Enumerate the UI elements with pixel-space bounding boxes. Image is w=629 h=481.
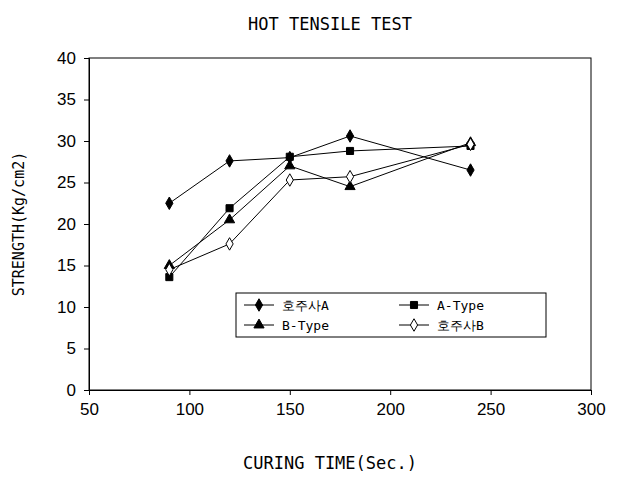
series-line [169, 144, 470, 269]
x-tick-mark [491, 390, 492, 395]
y-tick-mark [84, 141, 89, 142]
y-tick: 25 [57, 173, 89, 192]
y-tick-mark [84, 349, 89, 350]
series-point [346, 130, 353, 142]
series-point [346, 170, 353, 182]
series-point [226, 205, 233, 212]
series-point [286, 174, 293, 186]
x-tick: 250 [477, 390, 505, 419]
legend-marker [255, 299, 262, 311]
series-line [169, 146, 470, 277]
series-point [285, 160, 295, 169]
x-tick-mark [390, 390, 391, 395]
x-tick-label: 100 [176, 400, 204, 419]
y-tick-label: 5 [67, 339, 76, 358]
series-point [224, 214, 234, 223]
y-tick-label: 10 [57, 298, 76, 317]
y-tick-label: 40 [57, 49, 76, 68]
x-tick-label: 300 [577, 400, 605, 419]
legend-label: 호주사B [437, 318, 484, 333]
x-tick-label: 200 [377, 400, 405, 419]
y-tick-mark [84, 266, 89, 267]
plot: 50 100 150 200 250 300 0 5 10 15 20 25 30 35 40 호주사A A-T… [57, 49, 606, 419]
x-axis: 50 100 150 200 250 300 [80, 390, 606, 419]
series-point [467, 138, 474, 150]
y-tick-label: 15 [57, 256, 76, 275]
legend-marker [254, 319, 264, 328]
y-axis-title: STRENGTH(Kg/cm2) [10, 152, 28, 297]
y-tick-label: 30 [57, 132, 76, 151]
x-tick: 200 [377, 390, 405, 419]
y-tick-mark [84, 58, 89, 59]
y-axis-line [84, 59, 90, 391]
legend-label: B-Type [282, 318, 329, 333]
legend-marker [410, 301, 417, 308]
y-tick-mark [84, 390, 89, 391]
x-axis-title: CURING TIME(Sec.) [243, 453, 417, 473]
y-tick: 5 [67, 339, 89, 358]
plot-frame [89, 58, 591, 390]
y-tick-mark [84, 224, 89, 225]
y-tick-label: 20 [57, 215, 76, 234]
series-point [347, 147, 354, 154]
y-tick: 30 [57, 132, 89, 151]
series-point [226, 238, 233, 250]
x-tick: 300 [577, 390, 605, 419]
y-tick-label: 25 [57, 173, 76, 192]
x-tick: 100 [176, 390, 204, 419]
data-layer [164, 130, 475, 281]
series-point [166, 197, 173, 209]
y-tick: 0 [67, 381, 89, 400]
legend-marker [410, 319, 417, 331]
series-point [166, 263, 173, 275]
y-tick-mark [84, 183, 89, 184]
x-tick-mark [189, 390, 190, 395]
y-tick-mark [84, 100, 89, 101]
x-axis-line [90, 391, 592, 396]
x-tick-mark [591, 390, 592, 395]
y-tick-label: 35 [57, 90, 76, 109]
x-tick-label: 250 [477, 400, 505, 419]
y-tick: 15 [57, 256, 89, 275]
legend-label: A-Type [437, 298, 484, 313]
legend: 호주사A A-Type B-Type 호주사B [236, 293, 546, 337]
x-tick-label: 50 [80, 400, 99, 419]
series-line [169, 136, 470, 203]
x-tick: 150 [276, 390, 304, 419]
x-tick-mark [290, 390, 291, 395]
series-line [169, 143, 470, 266]
y-tick: 35 [57, 90, 89, 109]
y-axis: 0 5 10 15 20 25 30 35 40 [57, 49, 89, 400]
y-tick: 40 [57, 49, 89, 68]
chart: 50 100 150 200 250 300 0 5 10 15 20 25 30 35 40 호주사A A-T… [0, 0, 629, 481]
y-tick-mark [84, 307, 89, 308]
y-tick: 10 [57, 298, 89, 317]
y-tick: 20 [57, 215, 89, 234]
x-tick-label: 150 [276, 400, 304, 419]
legend-label: 호주사A [282, 298, 329, 313]
legend-frame [236, 293, 546, 337]
x-tick: 50 [80, 390, 99, 419]
series-point [467, 164, 474, 176]
chart-title: HOT TENSILE TEST [248, 14, 412, 34]
series-point [226, 155, 233, 167]
y-tick-label: 0 [67, 381, 76, 400]
